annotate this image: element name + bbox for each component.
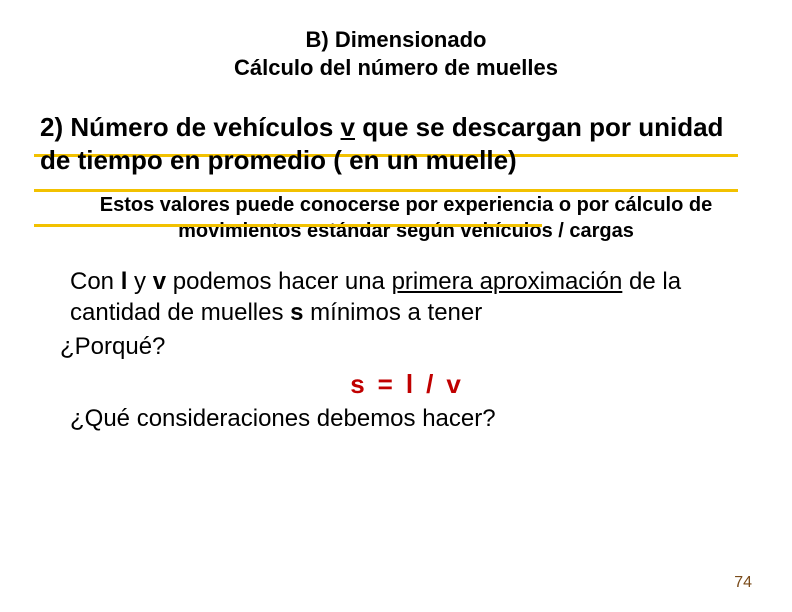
- body-block: Con l y v podemos hacer una primera apro…: [60, 266, 752, 435]
- formula-l: l: [406, 369, 414, 399]
- formula-eq: =: [366, 369, 406, 399]
- p1-underline: primera aproximación: [392, 268, 623, 295]
- formula-s: s: [350, 369, 365, 399]
- title-line-2: Cálculo del número de muelles: [234, 55, 558, 80]
- heading-prefix: 2) Número de vehículos: [40, 112, 341, 142]
- p1-var-s: s: [290, 299, 303, 326]
- page-number: 74: [734, 574, 752, 592]
- p1-a: Con: [70, 268, 121, 295]
- question-2: ¿Qué consideraciones debemos hacer?: [70, 403, 752, 435]
- title-line-1: B) Dimensionado: [306, 27, 487, 52]
- p1-f: mínimos a tener: [304, 299, 483, 326]
- note-text: Estos valores puede conocerse por experi…: [40, 192, 772, 244]
- formula: s=l/v: [60, 367, 752, 401]
- formula-slash: /: [414, 369, 446, 399]
- p1-c: podemos hacer una: [166, 268, 391, 295]
- formula-v: v: [446, 369, 461, 399]
- heading-var-v: v: [341, 112, 355, 142]
- p1-var-v: v: [153, 268, 166, 295]
- section-heading: 2) Número de vehículos v que se descarga…: [40, 111, 752, 178]
- highlight-line: [34, 224, 542, 227]
- p1-b: y: [127, 268, 152, 295]
- slide: B) Dimensionado Cálculo del número de mu…: [0, 0, 792, 612]
- highlight-line: [34, 189, 738, 192]
- slide-title: B) Dimensionado Cálculo del número de mu…: [0, 0, 792, 81]
- question-1: ¿Porqué?: [60, 331, 752, 363]
- paragraph-1: Con l y v podemos hacer una primera apro…: [70, 266, 752, 329]
